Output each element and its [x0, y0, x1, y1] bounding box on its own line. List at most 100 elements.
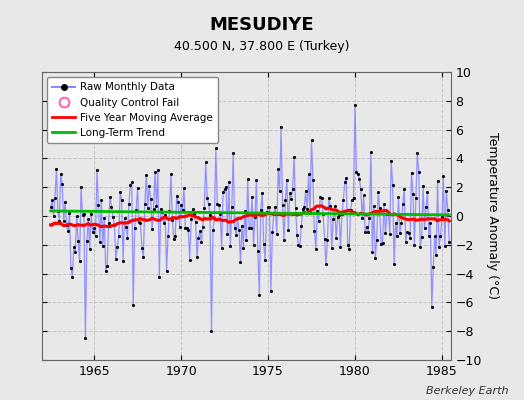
Point — [436, 233, 445, 239]
Point — [299, 206, 307, 212]
Point — [238, 222, 246, 229]
Point — [318, 195, 326, 202]
Point — [83, 238, 91, 244]
Point — [53, 208, 62, 214]
Point — [90, 225, 99, 231]
Point — [422, 204, 430, 210]
Point — [380, 201, 388, 207]
Point — [374, 188, 383, 195]
Point — [406, 235, 414, 242]
Point — [78, 212, 86, 218]
Point — [254, 248, 262, 255]
Point — [359, 192, 368, 199]
Point — [99, 242, 107, 249]
Point — [319, 210, 328, 217]
Point — [159, 220, 168, 226]
Point — [333, 214, 342, 220]
Point — [110, 221, 118, 228]
Point — [74, 238, 82, 244]
Point — [252, 177, 260, 183]
Point — [221, 186, 229, 192]
Point — [183, 225, 191, 231]
Point — [410, 242, 419, 248]
Point — [423, 189, 432, 196]
Point — [306, 210, 314, 216]
Point — [226, 243, 235, 249]
Point — [322, 260, 330, 267]
Point — [350, 195, 358, 201]
Point — [373, 236, 381, 243]
Point — [66, 210, 74, 216]
Text: MESUDIYE: MESUDIYE — [210, 16, 314, 34]
Point — [93, 166, 101, 173]
Point — [443, 206, 452, 213]
Point — [122, 224, 130, 230]
Point — [301, 188, 310, 194]
Point — [388, 182, 397, 188]
Point — [132, 207, 140, 213]
Point — [80, 211, 88, 217]
Point — [113, 244, 122, 250]
Point — [107, 204, 116, 210]
Point — [323, 237, 332, 244]
Point — [239, 245, 247, 251]
Point — [158, 208, 167, 215]
Point — [222, 184, 230, 191]
Point — [94, 202, 103, 208]
Point — [51, 195, 59, 201]
Point — [294, 242, 303, 248]
Point — [70, 244, 78, 250]
Point — [202, 158, 210, 165]
Point — [251, 214, 259, 220]
Point — [428, 304, 436, 310]
Point — [297, 222, 305, 229]
Point — [154, 167, 162, 174]
Point — [129, 302, 137, 308]
Point — [246, 225, 255, 231]
Point — [72, 213, 81, 220]
Point — [55, 218, 63, 224]
Point — [401, 239, 410, 246]
Point — [371, 255, 379, 261]
Point — [387, 158, 396, 164]
Point — [420, 225, 429, 231]
Point — [157, 205, 165, 212]
Point — [244, 176, 252, 182]
Point — [332, 235, 340, 241]
Point — [125, 201, 133, 208]
Point — [219, 189, 227, 196]
Point — [416, 244, 424, 250]
Point — [102, 267, 110, 274]
Point — [293, 232, 301, 238]
Point — [365, 214, 374, 221]
Point — [438, 214, 446, 220]
Point — [270, 210, 278, 217]
Point — [304, 171, 313, 177]
Point — [383, 211, 391, 218]
Point — [255, 292, 264, 298]
Point — [227, 204, 236, 210]
Point — [413, 150, 421, 156]
Text: Berkeley Earth: Berkeley Earth — [426, 386, 508, 396]
Point — [272, 230, 281, 237]
Point — [390, 261, 398, 267]
Point — [281, 197, 290, 204]
Point — [363, 224, 371, 230]
Point — [287, 196, 296, 202]
Point — [96, 239, 104, 246]
Point — [414, 168, 423, 175]
Point — [84, 216, 93, 222]
Point — [97, 197, 105, 203]
Point — [400, 186, 408, 192]
Point — [348, 197, 356, 204]
Point — [152, 203, 161, 209]
Point — [47, 204, 55, 210]
Point — [412, 195, 420, 201]
Point — [391, 220, 400, 226]
Point — [409, 191, 417, 197]
Point — [316, 194, 324, 201]
Point — [85, 246, 94, 252]
Point — [282, 177, 291, 183]
Point — [171, 232, 179, 239]
Point — [145, 183, 154, 190]
